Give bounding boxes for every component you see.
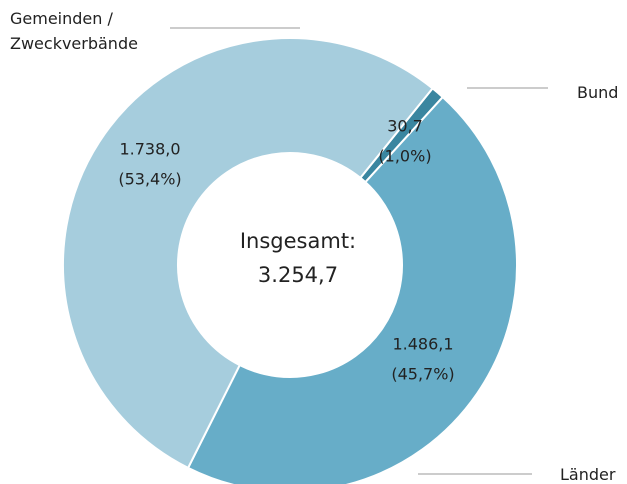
donut-segment xyxy=(186,95,518,484)
total-label: 3.254,7 xyxy=(258,263,338,287)
value-label: 1.486,1 xyxy=(392,335,453,354)
percent-label: (45,7%) xyxy=(391,365,454,384)
value-label: 30,7 xyxy=(387,117,423,136)
percent-label: (1,0%) xyxy=(378,147,431,166)
category-label: Länder xyxy=(560,465,616,484)
category-label: Bund xyxy=(577,83,619,102)
value-label: 1.738,0 xyxy=(119,140,180,159)
donut-segment xyxy=(62,37,434,470)
percent-label: (53,4%) xyxy=(118,170,181,189)
center-label: Insgesamt: xyxy=(240,229,356,253)
category-label: Gemeinden / Zweckverbände xyxy=(10,9,138,53)
